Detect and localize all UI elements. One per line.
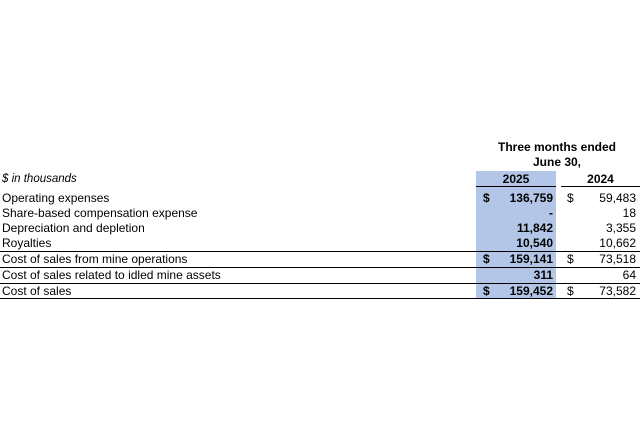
table-row: Cost of sales related to idled mine asse… xyxy=(0,268,640,283)
total-rule xyxy=(0,283,640,284)
value-2025: 11,842 xyxy=(516,221,553,235)
row-label: Royalties xyxy=(2,236,52,250)
value-2024: 3,355 xyxy=(605,221,636,235)
bottom-rule xyxy=(0,298,640,299)
value-2024: 10,662 xyxy=(599,236,636,250)
row-label: Share-based compensation expense xyxy=(2,206,198,220)
column-header-2025: 2025 xyxy=(502,172,530,186)
currency-symbol-2024: $ xyxy=(567,252,574,266)
value-2025: 159,141 xyxy=(509,252,553,266)
value-2024: 64 xyxy=(622,268,636,282)
table-row: Operating expenses $ 136,759 $ 59,483 xyxy=(0,191,640,206)
value-2024: 73,518 xyxy=(599,252,636,266)
row-label: Cost of sales related to idled mine asse… xyxy=(2,268,221,282)
value-2025: 10,540 xyxy=(516,236,553,250)
currency-symbol-2024: $ xyxy=(567,284,574,298)
period-header-line1: Three months ended xyxy=(497,140,616,154)
row-rule xyxy=(0,267,640,268)
currency-symbol-2024: $ xyxy=(567,191,574,205)
value-2025: 136,759 xyxy=(509,191,553,205)
currency-symbol-2025: $ xyxy=(483,284,490,298)
column-header-rule-2024 xyxy=(561,186,640,187)
column-2025-highlight xyxy=(476,171,556,298)
unit-label: $ in thousands xyxy=(2,173,77,185)
row-label: Cost of sales from mine operations xyxy=(2,252,188,266)
currency-symbol-2025: $ xyxy=(483,252,490,266)
currency-symbol-2025: $ xyxy=(483,191,490,205)
subtotal-rule xyxy=(0,251,640,252)
value-2024: 18 xyxy=(622,206,636,220)
row-label: Cost of sales xyxy=(2,284,72,298)
value-2025: 159,452 xyxy=(509,284,553,298)
column-header-rule-2025 xyxy=(476,186,556,187)
value-2024: 59,483 xyxy=(599,191,636,205)
value-2025: - xyxy=(549,206,553,220)
row-label: Depreciation and depletion xyxy=(2,221,145,235)
table-row: Depreciation and depletion 11,842 3,355 xyxy=(0,221,640,236)
table-row: Cost of sales from mine operations $ 159… xyxy=(0,252,640,267)
table-row: Royalties 10,540 10,662 xyxy=(0,236,640,251)
column-header-2024: 2024 xyxy=(587,172,614,186)
value-2024: 73,582 xyxy=(599,284,636,298)
table-row: Share-based compensation expense - 18 xyxy=(0,206,640,221)
period-header-line2: June 30, xyxy=(532,155,582,169)
value-2025: 311 xyxy=(533,268,553,282)
table-row: Cost of sales $ 159,452 $ 73,582 xyxy=(0,284,640,299)
row-label: Operating expenses xyxy=(2,191,110,205)
